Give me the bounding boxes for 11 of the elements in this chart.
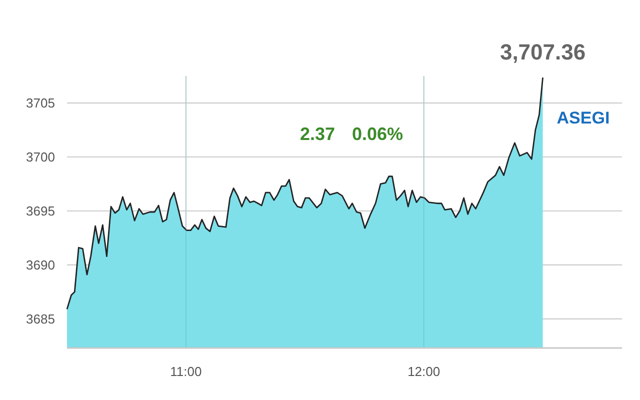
- y-tick-label: 3695: [26, 203, 55, 218]
- annotation: 3,707.36: [500, 40, 586, 65]
- series-label: ASEGI: [556, 108, 610, 128]
- y-tick-label: 3685: [26, 311, 55, 326]
- annotation: 2.37: [300, 124, 336, 144]
- annotation: 0.06%: [352, 124, 404, 144]
- x-tick-label: 11:00: [170, 364, 202, 379]
- y-tick-label: 3705: [26, 96, 55, 111]
- x-tick-label: 12:00: [408, 364, 440, 379]
- y-tick-label: 3700: [26, 150, 55, 164]
- y-tick-label: 3690: [26, 257, 55, 272]
